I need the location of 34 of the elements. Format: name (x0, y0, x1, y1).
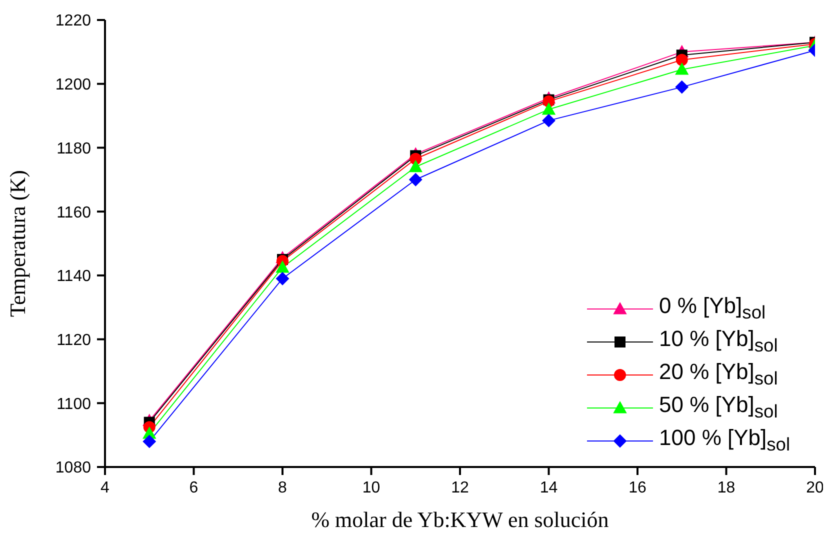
point (276, 272, 289, 286)
legend-label: 0 % [Yb]$_{sol}$ (659, 293, 767, 324)
x-tick-label: 16 (628, 479, 646, 496)
x-tick-label: 20 (806, 479, 824, 496)
point (142, 434, 156, 448)
y-tick-label: 1200 (55, 76, 92, 94)
point (409, 160, 422, 172)
x-tick-label: 4 (100, 479, 110, 496)
point (542, 102, 556, 115)
point (675, 62, 688, 75)
x-tick-label: 18 (717, 479, 736, 496)
legend-label: 20 % [Yb]$_{sol}$ (659, 359, 779, 390)
y-axis-title: Temperatura (K) (4, 170, 30, 317)
x-tick-label: 12 (451, 479, 469, 496)
legend-label: 50 % [Yb]$_{sol}$ (659, 392, 779, 423)
x-tick-label: 14 (540, 479, 558, 496)
y-tick-label: 1140 (56, 268, 92, 286)
x-tick-label: 6 (189, 479, 198, 496)
point (276, 260, 289, 273)
x-tick-label: 10 (362, 479, 380, 496)
x-tick-label: 8 (278, 479, 288, 496)
x-axis-title: % molar de Yb:KYW en solución (311, 507, 609, 532)
point (676, 54, 688, 66)
legend-label: 100 % [Yb]$_{sol}$ (659, 425, 792, 456)
y-tick-label: 1220 (55, 12, 92, 30)
y-tick-label: 1100 (56, 396, 92, 413)
legend-label: 10 % [Yb]$_{sol}$ (659, 326, 779, 357)
point (409, 173, 422, 186)
point (675, 80, 688, 94)
y-tick-label: 1120 (56, 332, 92, 349)
y-tick-label: 1080 (55, 460, 92, 477)
y-tick-label: 1180 (56, 140, 92, 158)
point (542, 114, 556, 128)
y-tick-label: 1160 (56, 204, 92, 222)
